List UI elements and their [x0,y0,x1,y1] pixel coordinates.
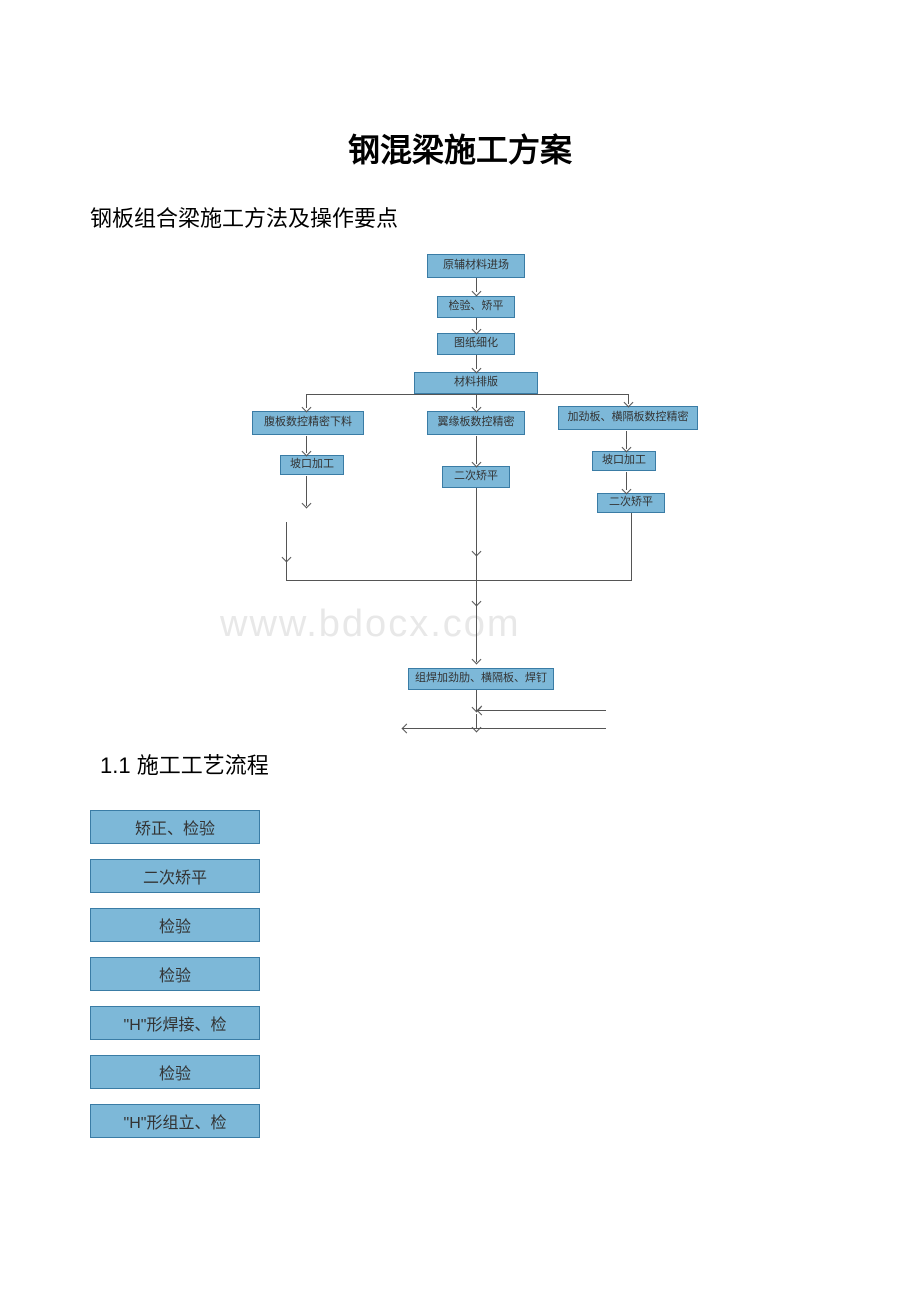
arrow-icon [477,706,487,716]
step-box: 检验 [90,908,260,942]
step-box: 二次矫平 [90,859,260,893]
flow-node: 材料排版 [414,372,538,394]
step-box: "H"形焊接、检 [90,1006,260,1040]
arrow-icon [472,547,482,557]
step-box: 检验 [90,957,260,991]
flow-node: 翼缘板数控精密 [427,411,525,435]
arrow-icon [472,723,482,733]
flow-node: 检验、矫平 [437,296,515,318]
flow-node: 坡口加工 [280,455,344,475]
flowchart: www.bdocx.com 原辅材料进场检验、矫平图纸细化材料排版腹板数控精密下… [90,248,830,738]
flow-connector [476,710,606,711]
flow-connector [286,580,476,581]
flow-connector [476,488,477,662]
arrow-icon [472,287,482,297]
arrow-icon [472,655,482,665]
arrow-icon [402,724,412,734]
step-box: 检验 [90,1055,260,1089]
flow-node: 坡口加工 [592,451,656,471]
flow-connector [306,394,628,395]
section-heading: 1.1 施工工艺流程 [100,748,820,780]
flow-node: 图纸细化 [437,333,515,355]
flow-connector [402,728,606,729]
step-box: "H"形组立、检 [90,1104,260,1138]
doc-subtitle: 钢板组合梁施工方法及操作要点 [90,201,830,233]
flow-node: 二次矫平 [442,466,510,488]
arrow-icon [282,553,292,563]
flow-connector [631,513,632,581]
flow-connector [476,580,631,581]
step-box: 矫正、检验 [90,810,260,844]
step-list: 矫正、检验二次矫平检验检验"H"形焊接、检检验"H"形组立、检 [90,810,830,1138]
arrow-icon [302,499,312,509]
flow-node: 腹板数控精密下料 [252,411,364,435]
doc-title: 钢混梁施工方案 [90,125,830,171]
flow-node: 二次矫平 [597,493,665,513]
flow-node: 加劲板、横隔板数控精密 [558,406,698,430]
flow-node: 原辅材料进场 [427,254,525,278]
flow-node: 组焊加劲肋、横隔板、焊钉 [408,668,554,690]
flow-connector [286,522,287,580]
